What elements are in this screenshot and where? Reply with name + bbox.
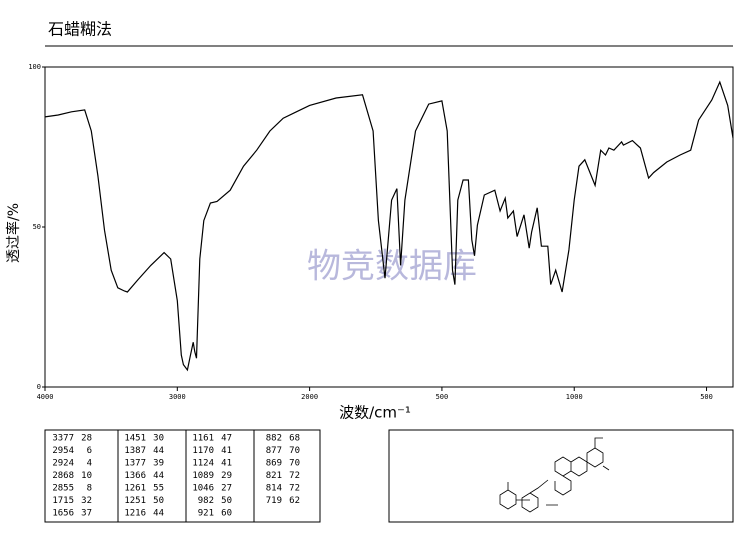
x-axis-label: 波数/cm⁻¹ [339,404,411,422]
bond [499,437,610,513]
y-tick-label: 50 [33,223,41,231]
structure [388,429,734,523]
chart-title: 石蜡糊法 [48,20,112,39]
peak-wavenumber: 821 [266,471,282,481]
ring [554,447,604,496]
peak-wavenumber: 982 [198,496,214,506]
peak-wavenumber: 1366 [124,471,146,481]
peak-wavenumber: 1216 [124,509,146,519]
peak-wavenumber: 1261 [124,484,146,494]
x-tick-label: 3000 [169,393,186,401]
y-axis-label: 透过率/% [5,203,22,263]
peak-transmittance: 41 [221,459,232,469]
peak-transmittance: 29 [221,471,232,481]
peak-wavenumber: 2924 [52,459,74,469]
y-tick-label: 100 [28,63,41,71]
peak-transmittance: 60 [221,509,232,519]
peak-transmittance: 72 [289,471,300,481]
peak-wavenumber: 921 [198,509,214,519]
peak-transmittance: 70 [289,459,300,469]
peak-wavenumber: 1089 [192,471,214,481]
peak-wavenumber: 877 [266,446,282,456]
watermark: 物竞数据库 [307,247,477,287]
peak-wavenumber: 1387 [124,446,146,456]
peak-wavenumber: 2855 [52,484,74,494]
peak-transmittance: 72 [289,484,300,494]
peak-transmittance: 37 [81,509,92,519]
peak-transmittance: 47 [221,434,232,444]
peak-wavenumber: 1046 [192,484,214,494]
peak-wavenumber: 882 [266,434,282,444]
peak-transmittance: 41 [221,446,232,456]
peak-wavenumber: 869 [266,459,282,469]
peak-wavenumber: 1451 [124,434,146,444]
peak-wavenumber: 1656 [52,509,74,519]
peak-table: 3377 28 2954 6 2924 4 2868 10 2855 8 1715 32 1656 37 1… [44,429,321,523]
peak-transmittance: 44 [153,446,164,456]
peak-transmittance: 27 [221,484,232,494]
peak-transmittance: 44 [153,471,164,481]
peak-wavenumber: 1161 [192,434,214,444]
peak-transmittance: 68 [289,434,300,444]
peak-transmittance: 30 [153,434,164,444]
peak-wavenumber: 1124 [192,459,214,469]
peak-transmittance: 8 [87,484,92,494]
peak-wavenumber: 1715 [52,496,74,506]
x-tick-label: 2000 [301,393,318,401]
peak-transmittance: 55 [153,484,164,494]
peak-transmittance: 4 [87,459,92,469]
peak-wavenumber: 2868 [52,471,74,481]
peak-wavenumber: 1377 [124,459,146,469]
peak-wavenumber: 2954 [52,446,74,456]
peak-wavenumber: 719 [266,496,282,506]
x-tick-label: 500 [700,393,713,401]
peak-wavenumber: 3377 [52,434,74,444]
peak-transmittance: 6 [87,446,92,456]
peak-transmittance: 10 [81,471,92,481]
x-tick-label: 500 [436,393,449,401]
peak-wavenumber: 1170 [192,446,214,456]
peak-transmittance: 32 [81,496,92,506]
peak-transmittance: 39 [153,459,164,469]
peak-transmittance: 50 [221,496,232,506]
peak-wavenumber: 1251 [124,496,146,506]
peak-transmittance: 50 [153,496,164,506]
spectrum-line [44,80,734,372]
peak-transmittance: 70 [289,446,300,456]
peak-transmittance: 28 [81,434,92,444]
x-tick-label: 1000 [566,393,583,401]
table-frame [44,429,321,523]
x-tick-label: 4000 [37,393,54,401]
peak-transmittance: 62 [289,496,300,506]
peak-wavenumber: 814 [266,484,282,494]
structure-frame [388,429,734,523]
y-tick-label: 0 [37,383,41,391]
peak-transmittance: 44 [153,509,164,519]
